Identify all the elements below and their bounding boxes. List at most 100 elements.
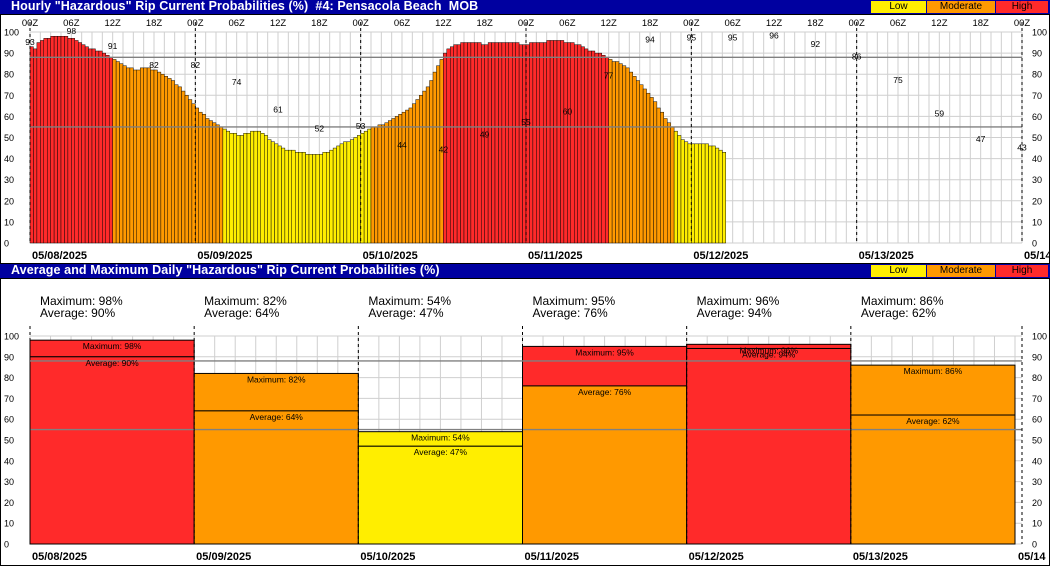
hourly-bar [294,152,299,244]
hourly-bar [329,149,334,244]
hourly-bar [57,35,62,244]
hourly-bar [257,130,262,244]
bottom-y-tick-right: 40 [1032,456,1042,466]
daily-max-segment [850,364,1016,416]
hourly-bar [722,152,727,244]
top-x-tick: 00Z [352,18,369,29]
top-date-label: 05/14 [1024,250,1050,262]
bottom-y-tick-left: 10 [4,519,14,529]
hourly-value-label: 91 [108,41,118,51]
hourly-bar [453,44,458,244]
bottom-date-label: 05/12/2025 [689,551,744,563]
daily-header-avg: Average: 47% [368,306,443,320]
top-date-label: 05/11/2025 [528,250,582,262]
hourly-bar [563,42,568,244]
hourly-bar [573,44,578,244]
hourly-bar [219,126,224,244]
hourly-bar [484,44,489,244]
hourly-bar [112,59,117,244]
hourly-bar [498,42,503,244]
hourly-bar [139,67,144,244]
hourly-bar [687,143,692,244]
hourly-bar [629,71,634,244]
hourly-bar [422,90,427,244]
hourly-bar [195,107,200,244]
hourly-bar [243,133,248,244]
hourly-bar [449,46,454,244]
hourly-bar [663,118,668,244]
hourly-bar [322,152,327,244]
hourly-bar [704,143,709,244]
top-x-tick: 06Z [559,18,576,29]
daily-header-avg: Average: 94% [697,306,772,320]
legend-low: Low [871,1,926,13]
top-x-tick: 00Z [22,18,39,29]
hourly-bar [560,40,565,244]
hourly-bar [518,44,523,244]
hourly-value-label: 86 [852,52,862,62]
hourly-value-label: 82 [191,60,201,70]
hourly-bar [477,42,482,244]
top-y-tick-right: 50 [1032,133,1042,143]
daily-avg-bar [522,385,688,545]
hourly-value-label: 92 [811,39,821,49]
hourly-bar [673,130,678,244]
top-x-tick: 00Z [187,18,204,29]
hourly-bar [40,40,45,244]
hourly-bar [188,99,193,244]
hourly-bar [67,38,72,244]
hourly-bar [246,133,251,244]
hourly-bar [215,124,220,244]
hourly-bar [53,35,58,244]
top-x-tick: 18Z [311,18,328,29]
bottom-y-tick-right: 50 [1032,436,1042,446]
top-x-tick: 12Z [600,18,617,29]
top-y-tick-right: 40 [1032,154,1042,164]
bottom-date-label: 05/11/2025 [525,551,579,563]
hourly-bar [405,109,410,244]
hourly-bar [546,40,551,244]
top-y-tick-left: 10 [4,217,14,227]
top-x-tick: 18Z [476,18,493,29]
hourly-bar [680,139,685,244]
hourly-bar [425,86,430,244]
hourly-bar [205,118,210,244]
hourly-value-label: 49 [480,130,490,140]
hourly-bar [642,88,647,244]
hourly-bar [308,154,313,244]
hourly-bar [174,84,179,244]
hourly-bar [191,103,196,244]
hourly-bar [391,118,396,244]
legend-high: High [996,1,1048,13]
hourly-bar [587,50,592,244]
bottom-y-tick-right: 60 [1032,415,1042,425]
hourly-bar [646,92,651,244]
hourly-bar [253,130,258,244]
daily-header-avg: Average: 90% [40,306,115,320]
hourly-value-label: 75 [893,75,903,85]
hourly-bar [487,42,492,244]
hourly-bar [301,152,306,244]
top-x-tick: 12Z [104,18,121,29]
hourly-bar [536,42,541,244]
hourly-value-label: 95 [687,33,697,43]
hourly-bar [656,107,661,244]
hourly-bar [343,141,348,244]
hourly-bar [332,147,337,244]
bottom-y-tick-right: 0 [1032,540,1037,550]
top-date-label: 05/08/2025 [32,250,87,262]
daily-header-avg: Average: 64% [204,306,279,320]
hourly-bar [208,120,213,244]
daily-avg-bar [850,414,1016,545]
hourly-bar [46,38,51,244]
hourly-bar [618,63,623,244]
hourly-bar [556,40,561,244]
hourly-bar [270,141,275,244]
daily-header-avg: Average: 76% [533,306,608,320]
bottom-y-tick-left: 30 [4,477,14,487]
hourly-bar [91,48,96,244]
hourly-bar [36,42,41,244]
top-y-tick-left: 30 [4,175,14,185]
top-y-tick-right: 70 [1032,91,1042,101]
hourly-bar [708,145,713,244]
